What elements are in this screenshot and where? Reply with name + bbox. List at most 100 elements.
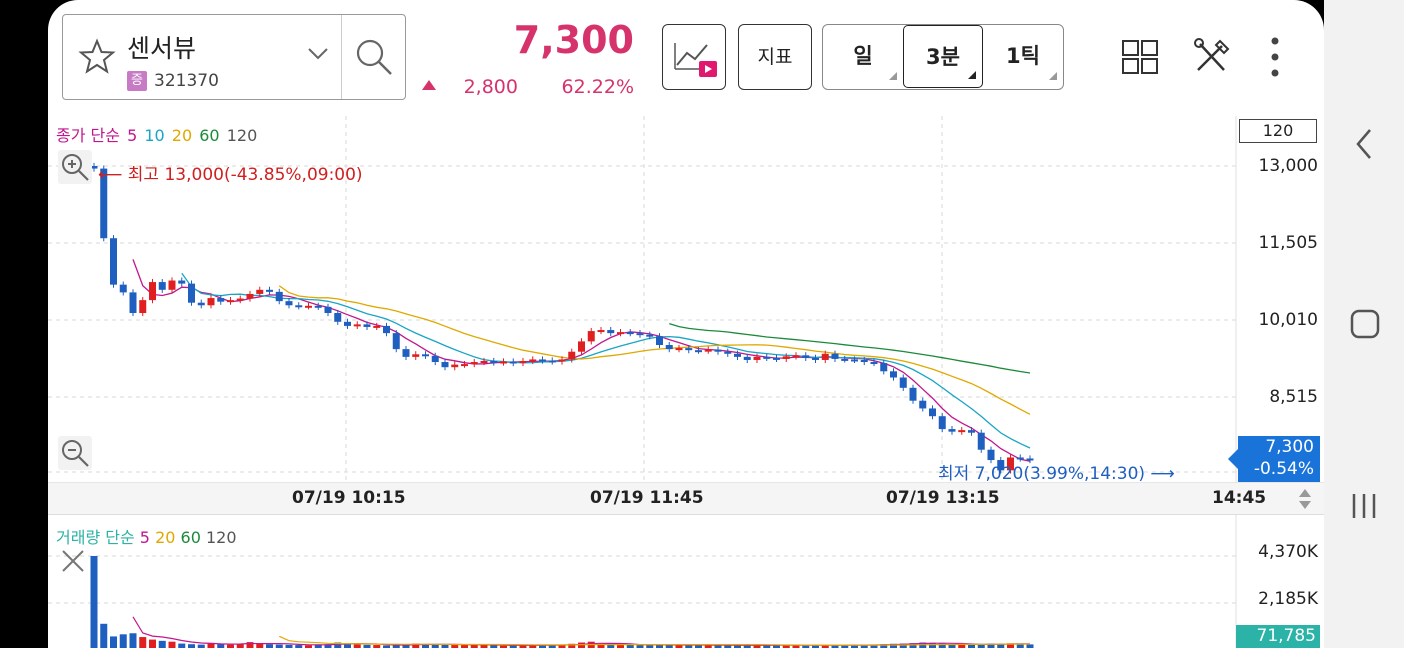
current-price-marker: 7,300 -0.54% <box>1228 436 1320 482</box>
candle <box>782 356 790 359</box>
volume-bar <box>139 637 147 648</box>
volume-bar <box>275 644 283 648</box>
current-volume-marker: 71,785 <box>1236 625 1320 648</box>
scroll-updown-icon[interactable] <box>1298 487 1312 511</box>
candle <box>295 305 303 308</box>
volume-bar <box>948 644 956 648</box>
search-button[interactable] <box>342 15 406 99</box>
candle <box>617 332 624 335</box>
volume-bar <box>617 644 624 648</box>
candle <box>168 280 176 290</box>
volume-bar <box>90 556 98 648</box>
candle <box>305 305 312 308</box>
period-tick-button[interactable]: 1틱 <box>983 25 1063 88</box>
candle <box>695 350 702 353</box>
volume-bar <box>1007 643 1014 648</box>
candle <box>480 360 488 363</box>
volume-bar <box>344 643 351 648</box>
close-icon[interactable] <box>60 548 86 574</box>
home-icon[interactable] <box>1324 308 1404 340</box>
candle <box>197 302 205 306</box>
current-price-value: 7,300 <box>1265 437 1314 457</box>
candle <box>509 361 517 364</box>
candle <box>938 416 946 430</box>
volume-y-tick-label: 2,185K <box>1258 589 1318 609</box>
volume-bar <box>909 643 917 648</box>
volume-bar <box>987 643 995 648</box>
volume-bar <box>314 644 322 648</box>
star-icon[interactable] <box>77 37 117 77</box>
volume-bar <box>188 644 195 648</box>
volume-y-tick-label: 4,370K <box>1258 542 1318 562</box>
volume-bar <box>607 644 615 648</box>
candle <box>792 355 800 358</box>
period-3min-button[interactable]: 3분 <box>903 25 983 88</box>
period-count-box[interactable]: 120 <box>1239 119 1317 143</box>
current-price-pct: -0.54% <box>1253 459 1314 479</box>
stock-selector[interactable]: 센서뷰 증 321370 <box>62 14 406 100</box>
period-segmented-control: 일 3분 1틱 <box>822 24 1064 90</box>
candle <box>831 353 839 359</box>
back-icon[interactable] <box>1324 126 1404 162</box>
candle <box>158 282 166 290</box>
candle <box>470 362 478 365</box>
time-axis[interactable] <box>48 482 1324 515</box>
zoom-out-button[interactable] <box>58 436 92 470</box>
candle <box>763 356 771 359</box>
volume-bar <box>324 644 332 648</box>
candle <box>119 284 127 293</box>
candle <box>636 333 644 336</box>
volume-bar <box>938 643 946 648</box>
candle <box>363 324 371 327</box>
zoom-out-icon <box>62 440 89 467</box>
candle <box>431 355 439 363</box>
x-tick-label: 14:45 <box>1212 488 1267 508</box>
period-day-button[interactable]: 일 <box>823 25 903 88</box>
search-icon <box>356 39 392 75</box>
candle <box>217 298 225 302</box>
candle <box>851 359 858 362</box>
candle <box>324 306 332 314</box>
candle <box>451 364 459 368</box>
candle <box>607 330 615 334</box>
tools-icon[interactable] <box>1192 38 1232 76</box>
recent-apps-icon[interactable] <box>1324 490 1404 522</box>
candle <box>919 400 927 409</box>
candle <box>129 292 137 314</box>
volume-bar <box>227 644 234 648</box>
volume-ma5-line <box>132 616 1030 646</box>
volume-bar <box>197 644 205 648</box>
candle <box>236 298 244 301</box>
candle <box>558 359 566 362</box>
volume-bar <box>578 642 585 648</box>
x-tick-label: 07/19 11:45 <box>590 488 704 508</box>
ma20-line <box>278 285 1031 415</box>
chevron-down-icon[interactable] <box>307 47 329 61</box>
grid-layout-icon[interactable] <box>1122 40 1158 74</box>
volume-bar <box>266 644 273 648</box>
volume-bar <box>880 644 888 648</box>
stock-name[interactable]: 센서뷰 <box>127 34 197 63</box>
candle <box>675 348 683 351</box>
candle <box>977 432 985 450</box>
price-change-percent: 62.22% <box>561 76 634 98</box>
legend-ma20: 20 <box>155 528 176 547</box>
volume-bar <box>422 644 429 648</box>
candle <box>207 298 215 306</box>
chart-type-button[interactable] <box>662 24 726 90</box>
zoom-in-button[interactable] <box>58 150 92 184</box>
price-change: 2,800 <box>463 76 518 98</box>
price-ma-legend: 종가 단순 5 10 20 60 120 <box>56 122 259 146</box>
candle <box>227 300 234 303</box>
candle <box>685 348 693 351</box>
candle <box>188 283 195 303</box>
more-vertical-icon[interactable] <box>1270 36 1280 78</box>
volume-bar <box>451 644 459 648</box>
indicator-button[interactable]: 지표 <box>738 24 812 90</box>
legend-ma5: 5 <box>139 528 150 547</box>
volume-bar <box>168 641 176 648</box>
candle <box>422 354 429 357</box>
candle <box>314 305 322 308</box>
candle <box>860 359 868 363</box>
candle <box>929 408 936 417</box>
